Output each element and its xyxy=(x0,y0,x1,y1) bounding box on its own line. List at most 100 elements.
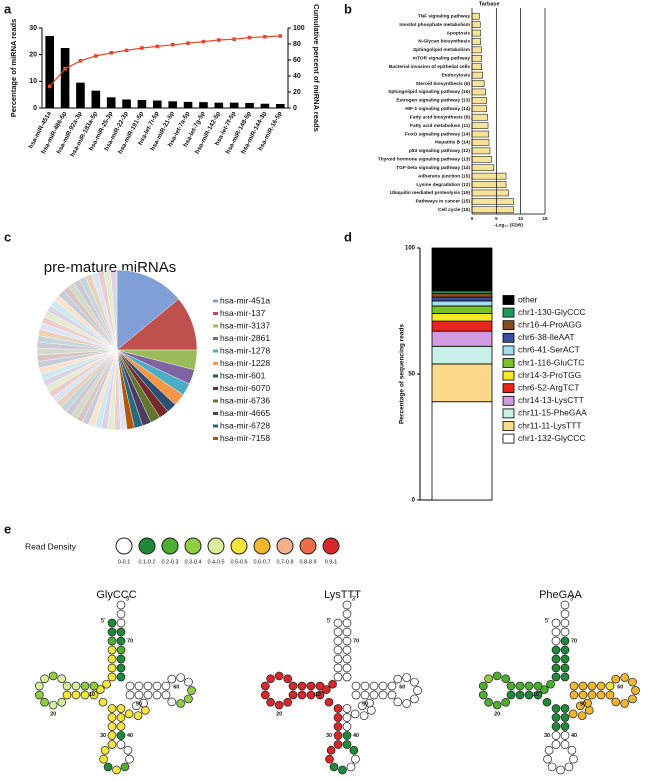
nucleotide xyxy=(342,663,352,673)
nucleotide xyxy=(103,762,113,772)
legend-swatch xyxy=(213,424,218,428)
nucleotide xyxy=(620,673,629,682)
nucleotide xyxy=(369,681,379,691)
nucleotide xyxy=(524,690,534,700)
nucleotide xyxy=(57,697,67,707)
nucleotide xyxy=(328,679,337,689)
trna-title: GlyCCC xyxy=(96,589,136,601)
legend-label: chr6-52-ArgTCT xyxy=(518,382,579,392)
line-marker xyxy=(155,44,160,49)
nucleotide xyxy=(587,690,597,700)
nucleotide xyxy=(628,694,637,704)
nucleotide xyxy=(587,681,597,691)
legend-circle xyxy=(115,537,133,555)
line-marker xyxy=(247,35,252,40)
legend-swatch xyxy=(213,399,218,403)
legend-swatch xyxy=(213,387,218,390)
nucleotide xyxy=(551,654,561,664)
category-label: Estrogen signaling pathway (13) xyxy=(396,98,470,104)
nucleotide xyxy=(306,690,316,700)
nucleotide xyxy=(544,745,554,755)
line-marker xyxy=(278,34,283,38)
nucleotide xyxy=(560,672,570,682)
nucleotide xyxy=(134,681,144,691)
nucleotide xyxy=(333,731,343,740)
nucleotide xyxy=(176,699,185,708)
nucleotide xyxy=(492,671,502,681)
nucleotide xyxy=(569,754,578,764)
nucleotide xyxy=(333,627,343,637)
nucleotide xyxy=(533,690,543,700)
nucleotide xyxy=(333,654,343,664)
end-label: 3' xyxy=(352,596,357,603)
nucleotide xyxy=(342,627,352,637)
trna-title: PheGAA xyxy=(539,589,582,601)
line-marker xyxy=(109,51,113,55)
bar-segment xyxy=(431,401,493,501)
chart-title: Tarbase xyxy=(479,1,500,7)
nucleotide xyxy=(378,681,388,691)
bar xyxy=(45,36,54,108)
nucleotide xyxy=(34,690,44,700)
nucleotide xyxy=(560,645,570,655)
position-label: 70 xyxy=(127,638,133,644)
category-label: N-Glycan biosynthesis xyxy=(418,39,470,45)
position-label: 70 xyxy=(571,638,577,644)
nucleotide xyxy=(569,681,579,691)
position-label: 40 xyxy=(571,733,577,739)
nucleotide xyxy=(329,762,339,772)
nucleotide xyxy=(393,674,403,684)
nucleotide xyxy=(551,663,561,673)
nucleotide xyxy=(62,690,72,700)
legend-swatch xyxy=(502,370,515,381)
nucleotide xyxy=(351,681,361,691)
position-label: 30 xyxy=(544,733,550,739)
legend-label: 0.8-0.9 xyxy=(299,559,316,565)
category-label: Bacterial invasion of epithelial cells xyxy=(389,64,470,70)
bar xyxy=(471,80,485,87)
nucleotide xyxy=(107,704,117,713)
nucleotide xyxy=(80,681,90,691)
bar xyxy=(471,189,509,197)
nucleotide xyxy=(575,701,585,711)
nucleotide xyxy=(543,754,552,764)
legend-swatch xyxy=(502,345,515,356)
nucleotide xyxy=(107,627,117,637)
line-marker xyxy=(47,84,52,89)
bar-segment xyxy=(431,292,493,298)
nucleotide xyxy=(515,681,525,691)
bar xyxy=(214,102,224,108)
category-label: Sphingolipid signaling pathway (16) xyxy=(388,89,470,95)
nucleotide xyxy=(551,627,561,637)
y2-tick-label: 60 xyxy=(293,57,301,64)
bar xyxy=(245,102,254,108)
nucleotide xyxy=(551,740,561,749)
bar-segment xyxy=(431,313,493,322)
legend-swatch xyxy=(213,324,218,328)
nucleotide xyxy=(260,681,270,691)
nucleotide xyxy=(631,686,640,695)
bar xyxy=(76,82,85,108)
position-label: 50 xyxy=(136,701,142,707)
category-label: Cell cycle (15) xyxy=(438,207,470,213)
nucleotide xyxy=(326,745,336,755)
line-marker xyxy=(140,46,144,50)
nucleotide xyxy=(620,699,629,708)
nucleotide xyxy=(184,677,193,687)
nucleotide xyxy=(360,681,370,691)
y-tick-label: 50 xyxy=(408,372,415,378)
nucleotide xyxy=(605,690,615,700)
bar xyxy=(260,103,270,108)
nucleotide xyxy=(48,700,58,710)
bar xyxy=(137,100,147,108)
nucleotide xyxy=(80,690,90,700)
y2-axis-label: Cumulative percent of miRNA reads xyxy=(312,4,321,132)
category-label: Adherens junction (15) xyxy=(418,173,470,179)
legend-label: 0.7-0.8 xyxy=(276,559,293,565)
position-label: 10 xyxy=(89,692,95,698)
nucleotide xyxy=(116,609,126,619)
legend-label: chr14-3-ProTGG xyxy=(518,370,581,380)
nucleotide xyxy=(120,762,130,772)
legend-swatch xyxy=(213,374,218,378)
legend-label: 0-0.1 xyxy=(118,559,131,565)
